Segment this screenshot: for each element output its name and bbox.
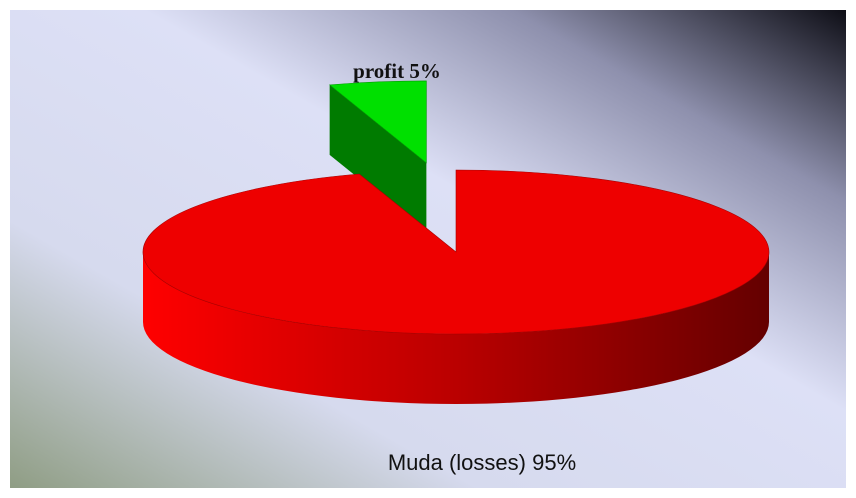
- slice-top: [328, 80, 427, 164]
- slice-cut-face: [329, 84, 427, 233]
- slice: [142, 169, 770, 404]
- slice: [328, 80, 427, 233]
- slice-label: profit 5%: [353, 59, 441, 83]
- value-label: 5%: [409, 59, 441, 83]
- slice-label: Muda (losses) 95%: [388, 450, 576, 475]
- slice-side: [143, 252, 769, 404]
- value-label: 95%: [532, 450, 576, 475]
- slice-top: [142, 169, 770, 335]
- pie: [142, 80, 770, 404]
- category: Muda (losses): [388, 450, 526, 475]
- category: profit: [353, 59, 404, 83]
